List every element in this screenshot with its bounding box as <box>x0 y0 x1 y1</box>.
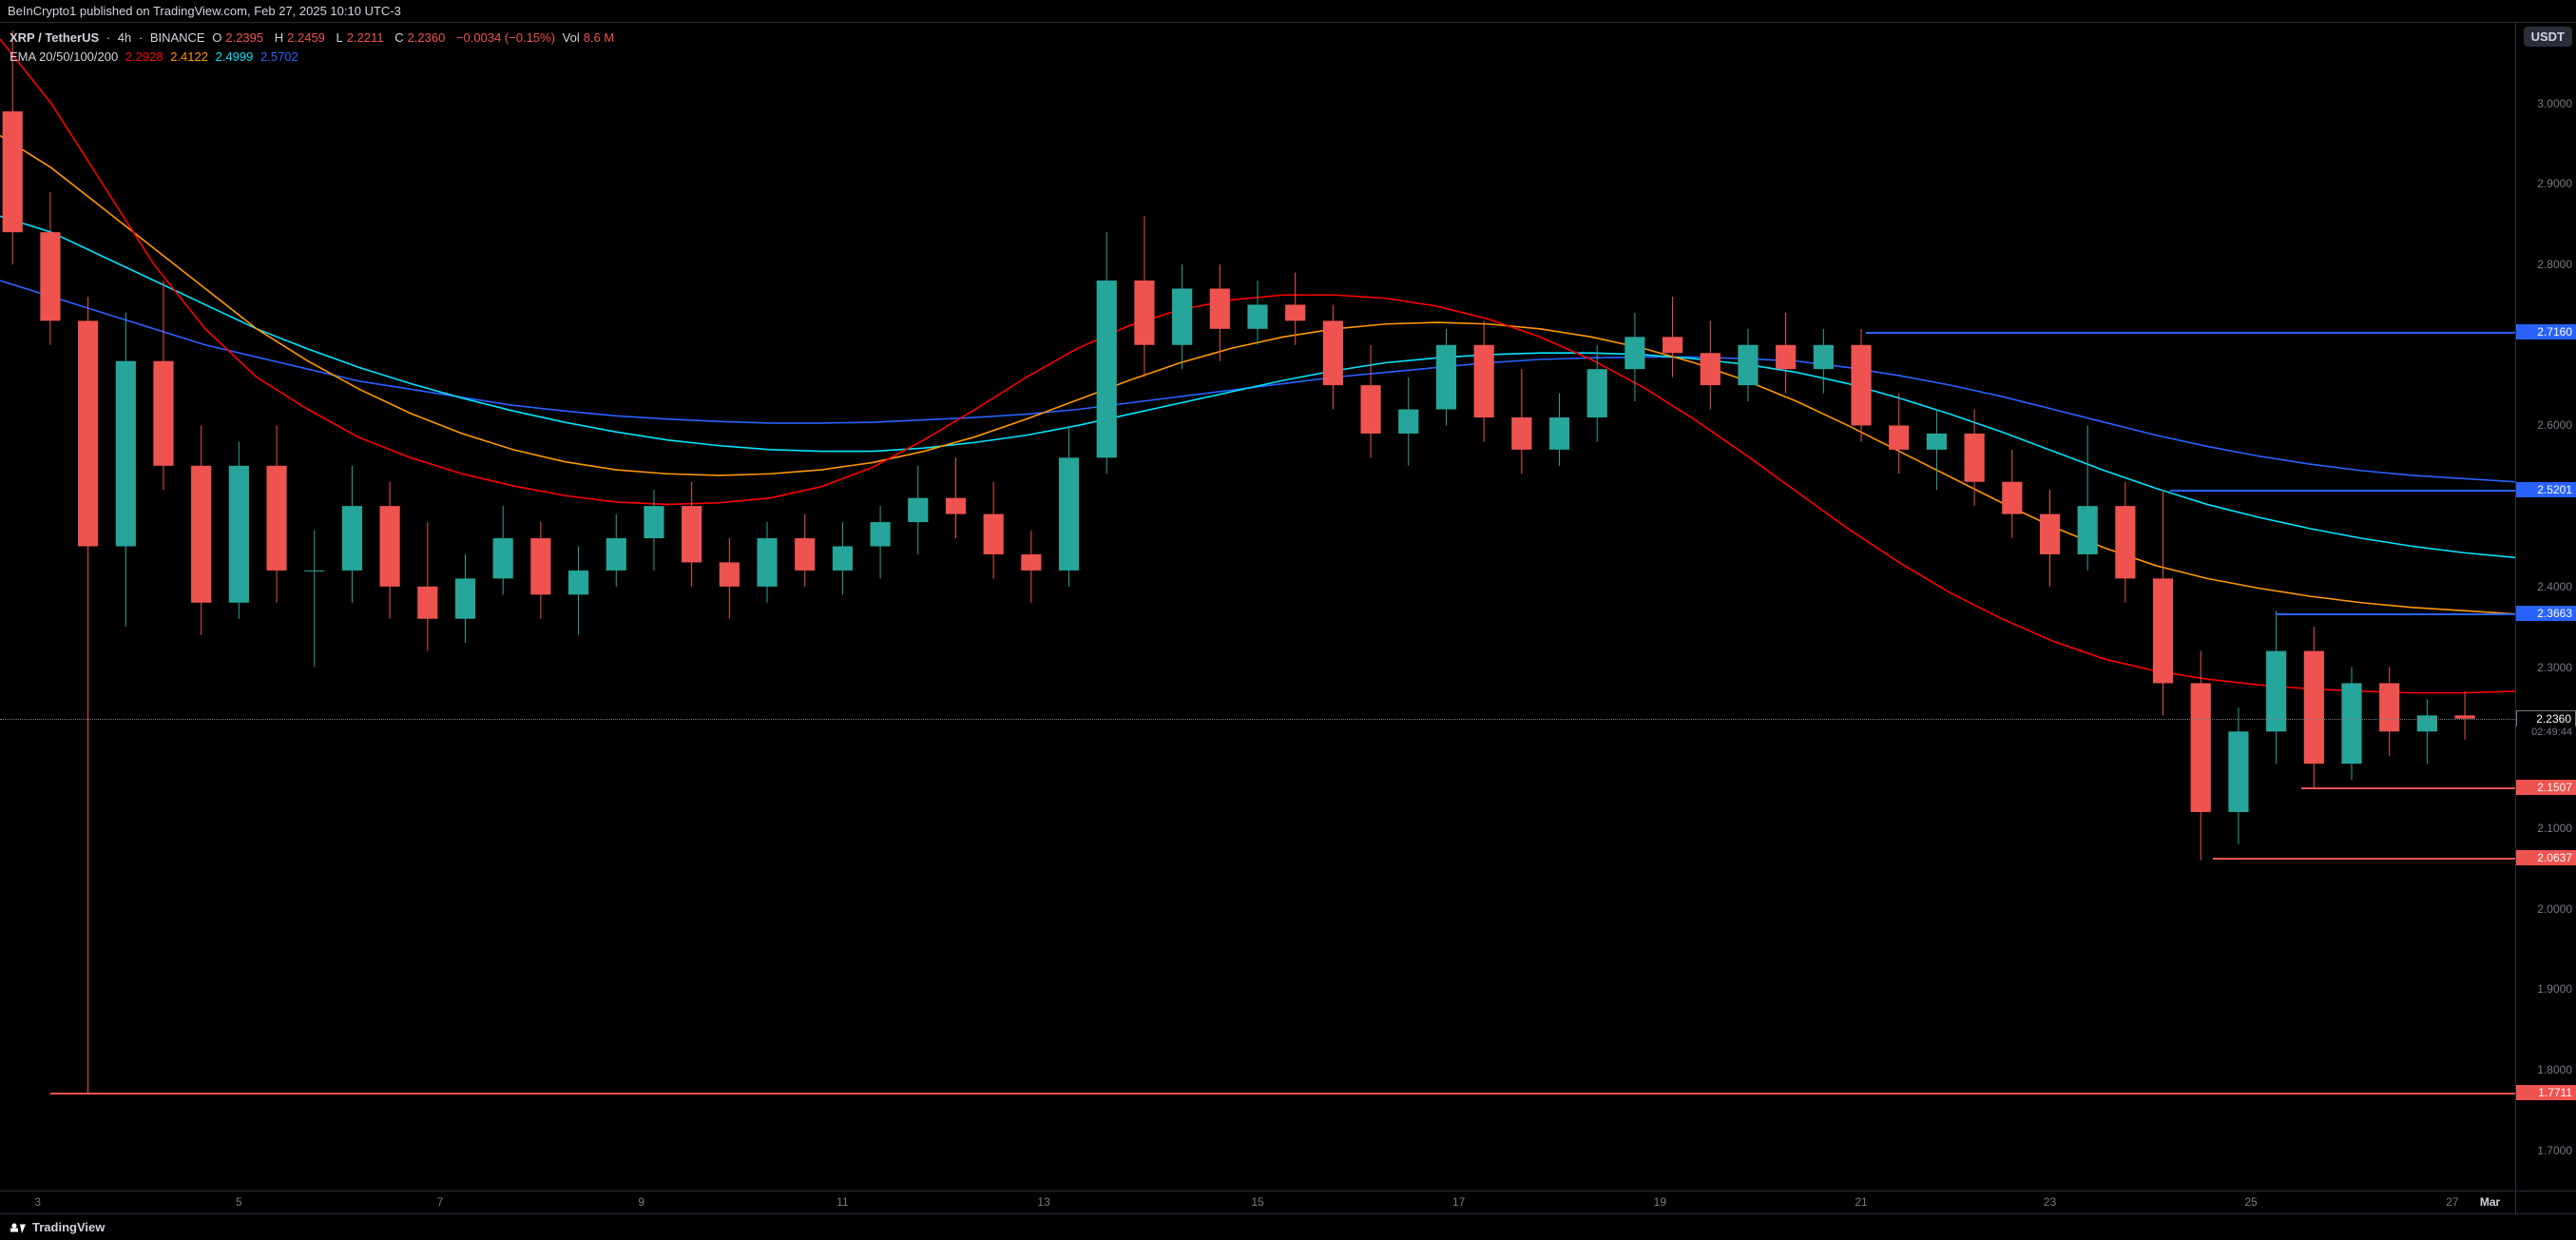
tradingview-brand[interactable]: TradingView <box>32 1220 105 1234</box>
chart-container: XRP / TetherUS · 4h · BINANCE O2.2395 H2… <box>0 23 2576 1191</box>
volume: Vol8.6 M <box>563 30 619 45</box>
exchange: BINANCE <box>150 30 205 45</box>
level-line[interactable] <box>2170 490 2515 492</box>
price-tick: 2.4000 <box>2537 580 2572 593</box>
ohlc-high: H2.2459 <box>275 30 329 45</box>
ohlc-open: O2.2395 <box>212 30 267 45</box>
last-price-label: 2.2360 <box>2516 710 2576 727</box>
level-price-label: 2.3663 <box>2516 606 2576 621</box>
tradingview-logo-icon <box>10 1219 27 1236</box>
price-tick: 2.1000 <box>2537 822 2572 835</box>
price-tick: 1.8000 <box>2537 1063 2572 1076</box>
level-line[interactable] <box>2277 613 2515 615</box>
price-tick: 1.7000 <box>2537 1144 2572 1157</box>
level-line[interactable] <box>50 1093 2515 1095</box>
level-price-label: 2.0637 <box>2516 850 2576 865</box>
level-price-label: 1.7711 <box>2516 1085 2576 1100</box>
date-tick: 9 <box>638 1195 644 1209</box>
legend-ema-row: EMA 20/50/100/200 2.2928 2.4122 2.4999 2… <box>10 48 622 67</box>
ema100-value: 2.4999 <box>216 49 254 64</box>
date-axis[interactable]: 3 5 7 9 11 13 15 17 19 21 23 25 27 Mar <box>0 1192 2515 1213</box>
price-change: −0.0034 (−0.15%) <box>456 30 555 45</box>
last-price-line <box>0 719 2515 720</box>
bar-countdown: 02:49:44 <box>2516 727 2576 738</box>
date-tick: 7 <box>437 1195 444 1209</box>
price-tick: 2.9000 <box>2537 177 2572 190</box>
price-tick: 2.8000 <box>2537 258 2572 271</box>
axis-corner <box>2515 1192 2576 1213</box>
ema50-value: 2.4122 <box>170 49 208 64</box>
date-tick: 19 <box>1654 1195 1666 1209</box>
price-tick: 3.0000 <box>2537 97 2572 110</box>
publish-info-text: BeInCrypto1 published on TradingView.com… <box>8 4 401 18</box>
price-tick: 2.3000 <box>2537 661 2572 674</box>
date-tick: 3 <box>34 1195 41 1209</box>
level-price-label: 2.1507 <box>2516 780 2576 795</box>
level-line[interactable] <box>2213 858 2515 860</box>
date-axis-row: 3 5 7 9 11 13 15 17 19 21 23 25 27 Mar <box>0 1191 2576 1213</box>
level-price-label: 2.5201 <box>2516 482 2576 497</box>
ema20-value: 2.2928 <box>125 49 163 64</box>
chart-pane[interactable]: XRP / TetherUS · 4h · BINANCE O2.2395 H2… <box>0 23 2515 1191</box>
date-tick: 23 <box>2044 1195 2056 1209</box>
level-price-label: 2.7160 <box>2516 324 2576 339</box>
ohlc-low: L2.2211 <box>336 30 388 45</box>
legend-ohlc-row: XRP / TetherUS · 4h · BINANCE O2.2395 H2… <box>10 29 622 48</box>
date-tick: 27 <box>2446 1195 2458 1209</box>
date-tick: 25 <box>2244 1195 2257 1209</box>
ema-indicator-label[interactable]: EMA 20/50/100/200 <box>10 49 118 64</box>
interval[interactable]: 4h <box>118 30 131 45</box>
symbol-name[interactable]: XRP / TetherUS <box>10 30 99 45</box>
date-tick: Mar <box>2480 1195 2500 1209</box>
level-line[interactable] <box>2301 787 2515 789</box>
date-tick: 15 <box>1251 1195 1263 1209</box>
price-tick: 1.9000 <box>2537 982 2572 996</box>
date-tick: 13 <box>1037 1195 1049 1209</box>
candles-layer <box>0 23 2515 1191</box>
publish-info-bar: BeInCrypto1 published on TradingView.com… <box>0 0 2576 23</box>
footer-bar: TradingView <box>0 1213 2576 1240</box>
date-tick: 11 <box>836 1195 848 1209</box>
price-tick: 2.0000 <box>2537 902 2572 916</box>
ema200-value: 2.5702 <box>260 49 298 64</box>
currency-badge[interactable]: USDT <box>2524 27 2572 47</box>
price-axis[interactable]: USDT 1.7000 1.8000 1.9000 2.0000 2.1000 2.300… <box>2515 23 2576 1191</box>
chart-legend: XRP / TetherUS · 4h · BINANCE O2.2395 H2… <box>10 29 622 66</box>
date-tick: 17 <box>1452 1195 1465 1209</box>
ohlc-close: C2.2360 <box>394 30 449 45</box>
date-tick: 21 <box>1855 1195 1867 1209</box>
level-line[interactable] <box>1866 332 2515 334</box>
date-tick: 5 <box>236 1195 242 1209</box>
price-tick: 2.6000 <box>2537 418 2572 432</box>
